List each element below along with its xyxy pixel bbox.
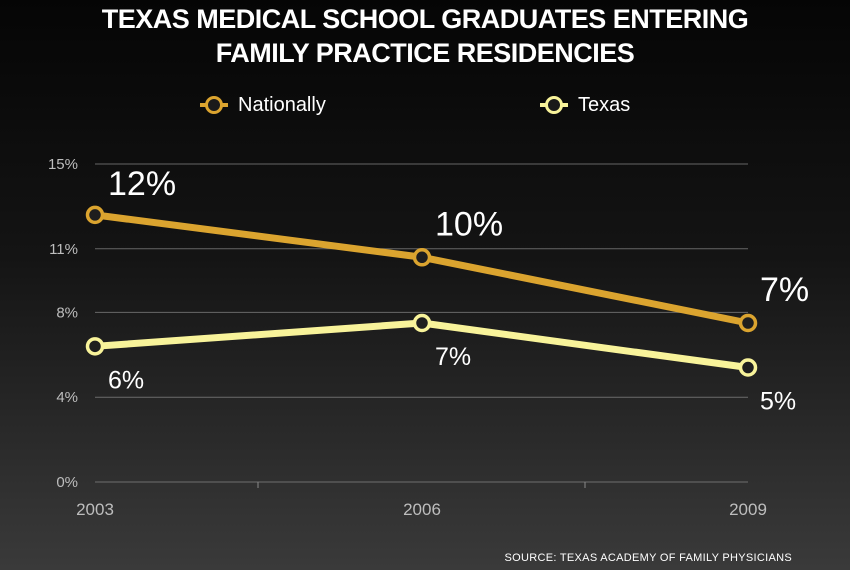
data-label: 7% xyxy=(435,343,471,371)
legend-nationally-label: Nationally xyxy=(238,93,326,116)
x-tick-label: 2003 xyxy=(76,500,114,519)
legend-texas-marker xyxy=(545,96,563,114)
chart-title-line-2: FAMILY PRACTICE RESIDENCIES xyxy=(215,38,635,68)
series-line-nationally xyxy=(94,211,749,327)
data-label: 5% xyxy=(760,388,796,416)
x-tick-label: 2009 xyxy=(729,500,767,519)
data-point xyxy=(85,205,105,225)
legend-item-texas: Texas xyxy=(540,91,630,119)
legend-texas-swatch xyxy=(540,96,568,114)
data-point xyxy=(85,337,105,356)
legend-texas-label: Texas xyxy=(578,93,631,116)
y-tick-label: 11% xyxy=(49,241,78,258)
chart-title: TEXAS MEDICAL SCHOOL GRADUATES ENTERING … xyxy=(0,2,850,70)
y-tick-label: 8% xyxy=(56,304,78,321)
source-note: SOURCE: TEXAS ACADEMY OF FAMILY PHYSICIA… xyxy=(504,552,792,564)
legend-nationally-marker xyxy=(205,96,223,114)
data-point xyxy=(738,313,758,333)
data-label: 10% xyxy=(435,205,503,243)
data-point xyxy=(412,248,432,267)
y-tick-label: 0% xyxy=(56,474,78,491)
data-point xyxy=(412,313,432,333)
chart-title-line-1: TEXAS MEDICAL SCHOOL GRADUATES ENTERING xyxy=(101,4,749,34)
data-label: 7% xyxy=(760,271,809,309)
legend-item-nationally: Nationally xyxy=(200,91,326,119)
y-tick-label: 4% xyxy=(56,389,78,406)
x-tick-label: 2006 xyxy=(403,500,441,519)
data-label: 12% xyxy=(108,165,176,203)
data-label: 6% xyxy=(108,366,144,394)
data-point xyxy=(738,358,758,377)
legend-nationally-swatch xyxy=(200,96,228,114)
y-tick-label: 15% xyxy=(48,156,78,173)
